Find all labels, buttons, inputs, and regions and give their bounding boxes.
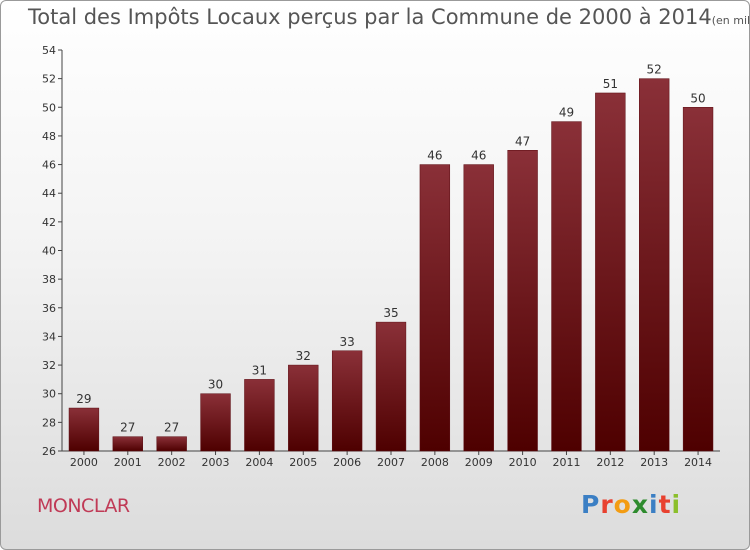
y-tick-label: 32 (42, 359, 56, 372)
y-tick-label: 30 (42, 388, 56, 401)
bar (331, 350, 363, 452)
x-tick-label: 2005 (289, 456, 317, 469)
commune-name: MONCLAR (37, 495, 130, 517)
bar (156, 436, 187, 452)
title-main: Total des Impôts Locaux perçus par la Co… (28, 5, 712, 29)
x-tick-label: 2000 (70, 456, 98, 469)
chart-title: Total des Impôts Locaux perçus par la Co… (28, 5, 750, 29)
y-tick-label: 48 (42, 130, 56, 143)
bar (595, 92, 626, 452)
bar (68, 407, 100, 452)
y-tick-label: 42 (42, 216, 56, 229)
bar (419, 164, 451, 452)
bar (682, 107, 714, 452)
bar (200, 393, 231, 452)
bar (507, 150, 538, 452)
bar (375, 321, 407, 452)
bar-value-label: 49 (559, 106, 574, 120)
bar-value-label: 51 (603, 77, 618, 91)
bar (639, 78, 670, 452)
x-tick-label: 2011 (552, 456, 580, 469)
x-tick-label: 2007 (377, 456, 405, 469)
bar-value-label: 27 (164, 421, 179, 435)
y-tick-label: 44 (42, 187, 56, 200)
logo-letter: r (600, 490, 614, 519)
x-tick-label: 2008 (421, 456, 449, 469)
logo-letter: P (581, 490, 601, 519)
y-tick-label: 54 (42, 44, 56, 57)
bar-value-label: 52 (647, 63, 662, 77)
logo-letter: o (613, 490, 632, 519)
proxiti-logo: Proxiti (581, 490, 681, 519)
bar-value-label: 32 (296, 349, 311, 363)
bar-value-label: 27 (120, 421, 135, 435)
y-tick-label: 40 (42, 245, 56, 258)
y-tick-label: 52 (42, 73, 56, 86)
x-tick-label: 2010 (509, 456, 537, 469)
bar (288, 364, 319, 452)
x-tick-label: 2004 (245, 456, 273, 469)
bar-value-label: 46 (427, 149, 442, 163)
bar-value-label: 31 (252, 363, 267, 377)
bar-value-label: 50 (690, 91, 705, 105)
bar (463, 164, 494, 452)
x-tick-label: 2009 (465, 456, 493, 469)
bar-value-label: 29 (76, 392, 91, 406)
x-tick-label: 2001 (114, 456, 142, 469)
bar-value-label: 30 (208, 378, 223, 392)
x-tick-label: 2013 (640, 456, 668, 469)
bar (112, 436, 143, 452)
logo-letter: x (631, 490, 649, 519)
bar-value-label: 35 (383, 306, 398, 320)
x-tick-label: 2014 (684, 456, 712, 469)
y-tick-label: 34 (42, 330, 56, 343)
bar (244, 379, 275, 452)
logo-letter: i (671, 490, 682, 519)
y-tick-label: 36 (42, 302, 56, 315)
y-tick-label: 38 (42, 273, 56, 286)
bar (551, 121, 582, 452)
bar-value-label: 46 (471, 149, 486, 163)
bar-value-label: 33 (339, 335, 354, 349)
x-tick-label: 2003 (202, 456, 230, 469)
y-tick-label: 50 (42, 101, 56, 114)
logo-letter: t (658, 490, 672, 519)
x-tick-label: 2002 (158, 456, 186, 469)
logo-letter: i (649, 490, 659, 519)
x-tick-label: 2012 (596, 456, 624, 469)
x-tick-label: 2006 (333, 456, 361, 469)
bar-value-label: 47 (515, 134, 530, 148)
y-tick-label: 46 (42, 159, 56, 172)
title-unit: (en milliers d'€) (711, 14, 750, 27)
y-tick-label: 26 (42, 445, 56, 458)
y-tick-label: 28 (42, 416, 56, 429)
